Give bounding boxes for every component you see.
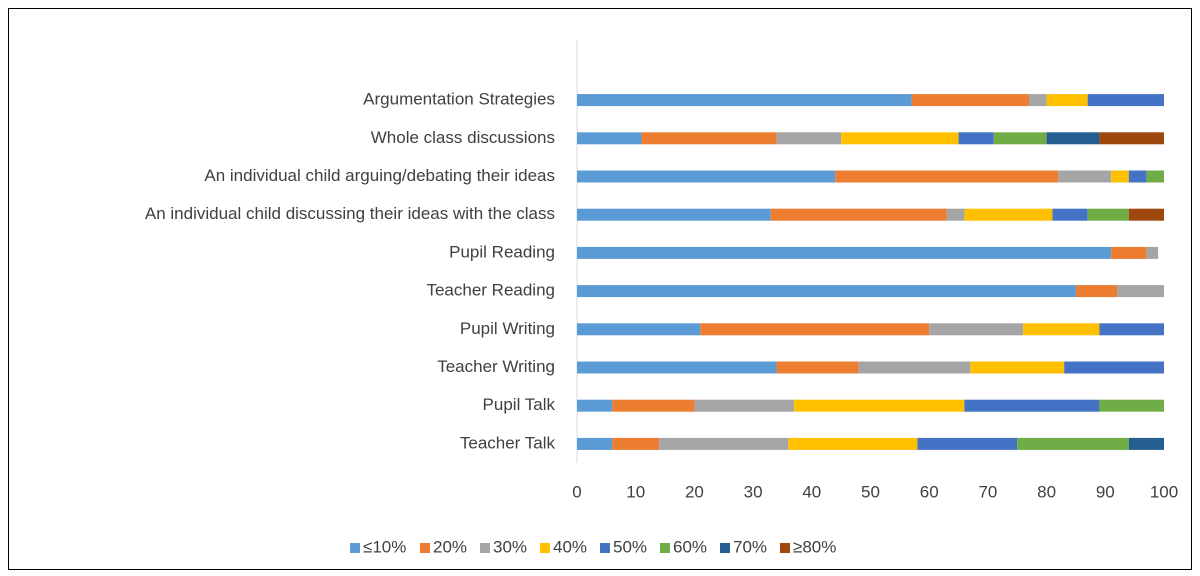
bar-segment [1052, 208, 1088, 221]
legend-swatch [660, 543, 670, 553]
y-tick-label: Pupil Reading [449, 242, 555, 261]
bar-segment [641, 132, 777, 145]
y-tick-label: Teacher Talk [460, 433, 556, 452]
bar-segment [1111, 246, 1147, 259]
bar-segment [835, 170, 1059, 183]
bar-segment [964, 208, 1053, 221]
bar-segment [577, 170, 836, 183]
x-tick-label: 50 [861, 482, 880, 501]
y-tick-label: Teacher Writing [437, 357, 555, 376]
bar-segment [577, 208, 771, 221]
x-tick-label: 90 [1096, 482, 1115, 501]
legend-swatch [720, 543, 730, 553]
bar-segment [1028, 94, 1047, 107]
x-tick-label: 70 [978, 482, 997, 501]
legend-swatch [780, 543, 790, 553]
legend-swatch [600, 543, 610, 553]
y-tick-label: Teacher Reading [426, 281, 555, 300]
y-tick-label: Pupil Talk [483, 395, 556, 414]
bar-segment [929, 323, 1024, 336]
y-tick-label: An individual child arguing/debating the… [204, 166, 555, 185]
bar-segment [964, 399, 1100, 412]
legend-label: 50% [613, 537, 647, 556]
bar-segment [1064, 361, 1164, 374]
bar-segment [1099, 323, 1164, 336]
bar-segment [1099, 399, 1164, 412]
bar-segment [917, 437, 1018, 450]
bar-segment [1046, 132, 1100, 145]
legend-label: 70% [733, 537, 767, 556]
bar-segment [1146, 246, 1159, 259]
bar-segment [577, 361, 777, 374]
x-tick-label: 100 [1150, 482, 1178, 501]
x-tick-label: 30 [744, 482, 763, 501]
bar-segment [970, 361, 1065, 374]
bar-segment [776, 132, 842, 145]
bar-segment [577, 285, 1076, 298]
legend-swatch [540, 543, 550, 553]
legend-label: ≥80% [793, 537, 836, 556]
bar-segment [577, 323, 701, 336]
bar-segment [612, 399, 695, 412]
y-tick-label: Argumentation Strategies [363, 90, 555, 109]
x-tick-label: 0 [572, 482, 581, 501]
bar-segment [858, 361, 971, 374]
x-tick-label: 40 [802, 482, 821, 501]
bar-segment [1058, 170, 1112, 183]
legend-label: 40% [553, 537, 587, 556]
legend-label: 60% [673, 537, 707, 556]
bar-segment [577, 94, 912, 107]
x-tick-label: 80 [1037, 482, 1056, 501]
legend-swatch [350, 543, 360, 553]
x-tick-label: 10 [626, 482, 645, 501]
bar-segment [1046, 94, 1088, 107]
y-tick-label: Pupil Writing [460, 319, 555, 338]
bar-segment [794, 399, 965, 412]
bar-segment [694, 399, 795, 412]
bar-segment [1128, 208, 1164, 221]
bar-segment [1111, 170, 1129, 183]
bar-segment [841, 132, 959, 145]
y-tick-label: An individual child discussing their ide… [145, 204, 555, 223]
bar-segment [700, 323, 930, 336]
bar-segment [1023, 323, 1100, 336]
bar-segment [958, 132, 994, 145]
bar-segment [776, 361, 859, 374]
bar-segment [770, 208, 947, 221]
bar-segment [612, 437, 660, 450]
legend-label: 20% [433, 537, 467, 556]
legend-label: ≤10% [363, 537, 406, 556]
bar-segment [577, 399, 613, 412]
bar-segment [911, 94, 1029, 107]
bar-segment [1146, 170, 1164, 183]
y-tick-label: Whole class discussions [371, 128, 555, 147]
legend-swatch [480, 543, 490, 553]
bar-segment [1099, 132, 1164, 145]
bar-segment [1117, 285, 1164, 298]
bar-segment [1087, 208, 1129, 221]
bar-segment [1128, 170, 1147, 183]
bar-segment [1087, 94, 1164, 107]
bar-segment [1017, 437, 1129, 450]
legend-label: 30% [493, 537, 527, 556]
bar-segment [1128, 437, 1164, 450]
bar-segment [577, 246, 1112, 259]
x-tick-label: 20 [685, 482, 704, 501]
bar-segment [577, 132, 642, 145]
bar-segment [788, 437, 918, 450]
bar-segment [946, 208, 965, 221]
bar-segment [659, 437, 789, 450]
bar-segment [577, 437, 613, 450]
bar-segment [993, 132, 1047, 145]
bar-segment [1075, 285, 1118, 298]
legend-swatch [420, 543, 430, 553]
x-tick-label: 60 [920, 482, 939, 501]
